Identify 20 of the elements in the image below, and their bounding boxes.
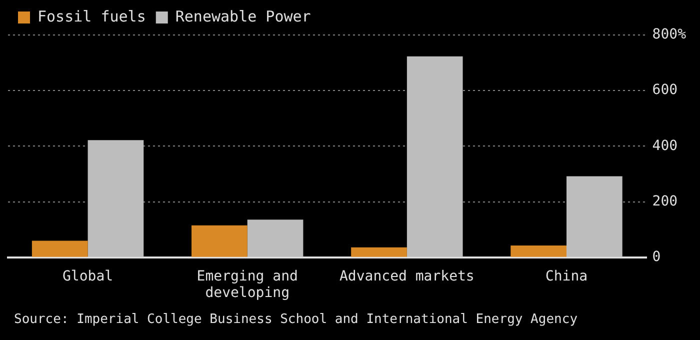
legend-label: Fossil fuels: [38, 7, 146, 26]
y-tick-label: 400: [652, 138, 678, 154]
x-tick-label: Global: [62, 268, 114, 284]
bar: [406, 56, 463, 257]
bar: [247, 220, 304, 257]
y-tick-label: 600: [652, 82, 678, 98]
x-tick-label: Emerging and developing: [196, 268, 298, 302]
bar: [510, 245, 566, 257]
source-note: Source: Imperial College Business School and International Energy Agency: [14, 312, 578, 327]
x-tick-label: China: [545, 268, 588, 284]
legend-label: Renewable Power: [175, 7, 311, 26]
y-tick-label: 0: [652, 249, 661, 266]
x-tick-label: Advanced markets: [340, 268, 474, 284]
bar: [351, 247, 407, 257]
y-tick-label: 200: [652, 193, 678, 210]
bar: [88, 140, 144, 257]
bar: [566, 176, 622, 257]
bar: [192, 225, 248, 257]
bar: [32, 240, 88, 257]
y-tick-label: 800%: [652, 26, 687, 43]
